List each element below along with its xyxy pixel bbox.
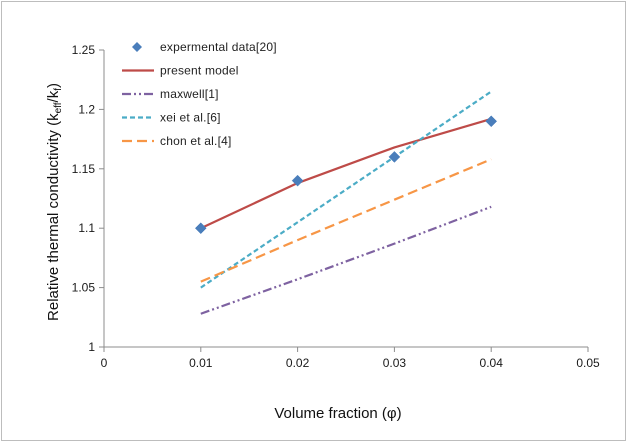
legend-label: chon et al.[4] (160, 134, 232, 148)
y-tick-label: 1 (88, 340, 95, 354)
x-axis-title: Volume fraction (φ) (274, 405, 401, 422)
y-axis-title-sub1: eff (53, 102, 64, 113)
series-line (200, 205, 492, 315)
y-tick-label: 1.15 (72, 162, 96, 176)
legend-label: expermental data[20] (160, 40, 277, 54)
y-tick-label: 1.25 (72, 43, 96, 57)
y-tick-label: 1.2 (78, 102, 95, 116)
x-tick-label: 0 (101, 356, 108, 370)
x-tick-label: 0.01 (189, 356, 213, 370)
legend: expermental data[20] present model maxwell… (122, 40, 277, 148)
series-line (200, 158, 492, 283)
legend-label: present model (160, 64, 239, 78)
series-line (200, 90, 492, 289)
data-point-marker (291, 174, 304, 187)
data-point-marker (388, 151, 401, 163)
x-tick-label: 0.02 (286, 356, 310, 370)
x-tick-label: 0.03 (383, 356, 407, 370)
data-point-marker (485, 115, 498, 128)
x-tick-label: 0.04 (480, 356, 504, 370)
legend-label: maxwell[1] (160, 87, 219, 101)
y-axis-title-suffix: ) (45, 83, 62, 88)
legend-marker (132, 42, 142, 52)
y-tick-label: 1.1 (78, 221, 95, 235)
series-line (200, 117, 492, 230)
axes: 1 1.05 1.1 1.15 1.2 1.25 0 0.01 0.02 0.03 0.04 0.05 (72, 43, 600, 370)
y-tick-label: 1.05 (72, 281, 96, 295)
y-axis-title-sub2: f (53, 88, 64, 91)
y-axis-title-mid: /k (45, 90, 62, 102)
y-axis-title: Relative thermal conductivity (keff/kf) (45, 83, 64, 321)
data-point-marker (194, 222, 207, 235)
x-tick-label: 0.05 (576, 356, 600, 370)
y-axis-title-prefix: Relative thermal conductivity (k (45, 113, 62, 321)
legend-label: xei et al.[6] (160, 111, 221, 125)
series-layer (194, 90, 498, 315)
